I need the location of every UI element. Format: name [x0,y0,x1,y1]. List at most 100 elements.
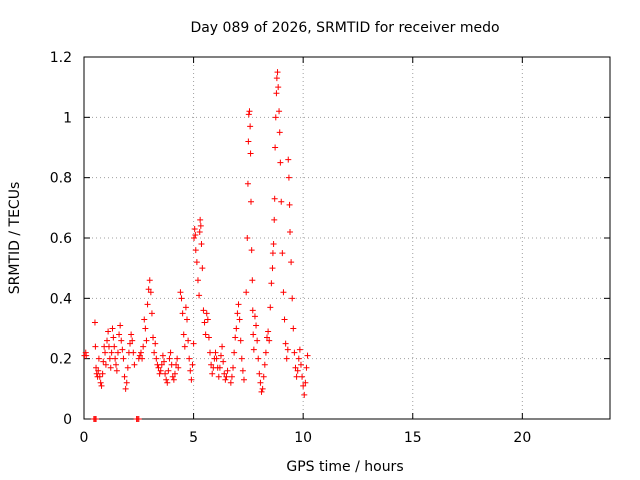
data-point [100,358,107,365]
data-point [114,349,121,356]
data-point [83,352,90,359]
data-point [285,174,292,181]
data-point [203,310,210,317]
data-point [280,289,287,296]
y-tick-label: 0.6 [50,231,72,247]
data-point [234,310,241,317]
data-point [291,349,298,356]
data-point [269,265,276,272]
data-point [112,355,119,362]
data-point [92,343,99,350]
data-point [289,295,296,302]
data-point [197,222,204,229]
data-point [124,364,131,371]
data-point [262,349,269,356]
data-point [227,379,234,386]
data-point [237,337,244,344]
data-point [175,364,182,371]
data-point [191,235,198,241]
data-point [141,316,148,323]
data-point [137,349,144,356]
data-point [93,416,100,422]
data-point [295,355,302,362]
data-point [220,358,227,365]
chart-title: Day 089 of 2026, SRMTID for receiver med… [190,20,499,36]
data-point [250,331,257,338]
x-tick-label: 20 [513,430,531,446]
data-point [271,216,278,223]
data-point [128,331,135,338]
data-point [158,361,165,368]
x-tick-label: 0 [80,430,89,446]
data-point [217,352,224,359]
data-point [169,373,176,380]
data-point [273,90,280,97]
data-point [147,289,154,296]
data-point [290,325,297,332]
data-point [222,376,229,383]
data-point [283,355,290,362]
x-tick-label: 10 [294,430,312,446]
data-point [216,364,223,371]
data-point [102,349,109,356]
data-point [102,361,109,368]
data-point [271,195,278,202]
data-point [96,373,103,380]
data-point [119,346,126,353]
data-point [213,355,220,362]
data-point [191,225,198,232]
y-tick-label: 1 [63,110,72,126]
data-point [196,292,203,299]
data-point [303,364,310,371]
data-point [272,114,279,121]
data-point [148,310,155,317]
x-tick-label: 15 [404,430,422,446]
data-point [174,355,181,362]
data-point [196,228,203,235]
data-point [150,334,157,341]
data-point [177,289,184,296]
data-point [182,304,189,311]
data-point [123,379,130,386]
y-axis-label: SRMTID / TECUs [7,182,23,295]
data-point [296,346,303,353]
data-point [249,307,256,314]
data-point [275,84,282,91]
data-point [288,259,295,266]
data-point [105,343,112,350]
data-point [276,129,283,136]
data-point [292,364,299,371]
data-point [108,349,115,356]
data-point [277,159,284,166]
data-point [204,316,211,323]
data-point [130,349,137,356]
data-point [200,307,207,314]
data-point [301,391,308,398]
data-point [278,198,285,205]
x-axis-label: GPS time / hours [286,459,403,475]
data-point [233,325,240,332]
data-point [117,322,124,329]
data-point [209,370,216,377]
data-point [112,361,119,368]
data-point [224,367,231,374]
data-point [244,235,251,241]
data-point [272,144,279,151]
data-point [273,75,280,82]
data-point [181,343,188,350]
data-point [240,376,247,383]
data-point [287,228,294,235]
data-point [205,334,212,341]
data-point [131,361,138,368]
data-point [239,367,246,374]
data-point [139,355,146,362]
data-point [197,216,204,223]
data-point [302,379,309,386]
data-point [294,367,301,374]
data-point [284,346,291,353]
x-tick-label: 5 [189,430,198,446]
data-point [230,364,237,371]
y-tick-label: 0.8 [50,171,72,187]
data-point [266,337,273,344]
data-point [110,334,117,341]
